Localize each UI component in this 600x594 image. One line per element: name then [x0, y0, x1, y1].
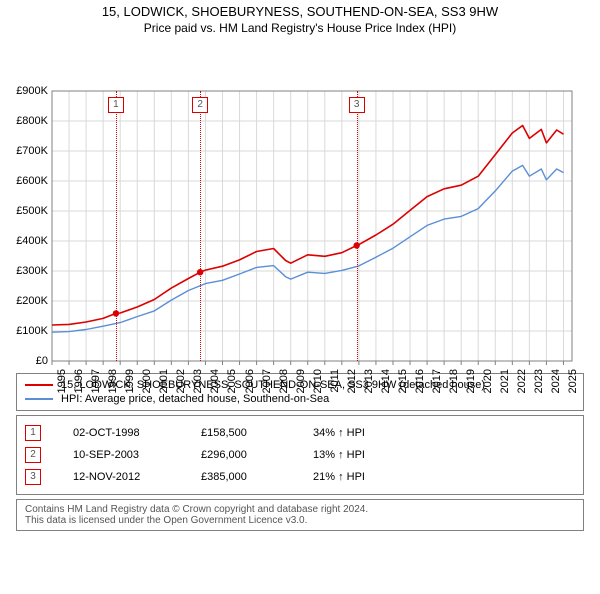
sale-marker-line: [200, 91, 201, 361]
legend-swatch: [25, 398, 53, 400]
x-axis-label: 2010: [312, 369, 324, 401]
title-subtitle: Price paid vs. HM Land Registry's House …: [0, 21, 600, 35]
y-axis-label: £300K: [4, 265, 48, 277]
chart-title-block: 15, LODWICK, SHOEBURYNESS, SOUTHEND-ON-S…: [0, 4, 600, 35]
x-axis-label: 2009: [295, 369, 307, 401]
sale-badge: 1: [25, 425, 41, 441]
sale-date: 12-NOV-2012: [73, 471, 169, 483]
y-axis-label: £100K: [4, 325, 48, 337]
sale-price: £158,500: [201, 427, 281, 439]
x-axis-label: 2008: [278, 369, 290, 401]
x-axis-label: 2001: [158, 369, 170, 401]
x-axis-label: 2024: [550, 369, 562, 401]
sale-row: 1 02-OCT-1998 £158,500 34% ↑ HPI: [25, 422, 575, 444]
legend-swatch: [25, 384, 53, 386]
x-axis-label: 2006: [244, 369, 256, 401]
x-axis-label: 2014: [380, 369, 392, 401]
x-axis-label: 2021: [499, 369, 511, 401]
sale-marker-badge: 2: [192, 97, 208, 113]
footer-line: Contains HM Land Registry data © Crown c…: [25, 504, 575, 515]
x-axis-label: 2005: [226, 369, 238, 401]
y-axis-label: £600K: [4, 175, 48, 187]
sale-delta: 13% ↑ HPI: [313, 449, 365, 461]
x-axis-label: 1998: [107, 369, 119, 401]
sale-delta: 21% ↑ HPI: [313, 471, 365, 483]
y-axis-label: £400K: [4, 235, 48, 247]
x-axis-label: 2019: [465, 369, 477, 401]
sale-price: £296,000: [201, 449, 281, 461]
sale-badge: 2: [25, 447, 41, 463]
x-axis-label: 2007: [261, 369, 273, 401]
x-axis-label: 2016: [414, 369, 426, 401]
price-chart: £0 £100K £200K £300K £400K £500K £600K £700K £80…: [0, 41, 600, 367]
x-axis-label: 2015: [397, 369, 409, 401]
sales-table: 1 02-OCT-1998 £158,500 34% ↑ HPI 2 10-SE…: [16, 415, 584, 495]
x-axis-label: 2022: [516, 369, 528, 401]
x-axis-label: 2017: [431, 369, 443, 401]
x-axis-label: 2023: [533, 369, 545, 401]
x-axis-label: 2012: [346, 369, 358, 401]
y-axis-label: £500K: [4, 205, 48, 217]
x-axis-label: 2002: [175, 369, 187, 401]
sale-date: 10-SEP-2003: [73, 449, 169, 461]
x-axis-label: 2004: [209, 369, 221, 401]
y-axis-label: £900K: [4, 85, 48, 97]
x-axis-label: 1995: [56, 369, 68, 401]
sale-row: 3 12-NOV-2012 £385,000 21% ↑ HPI: [25, 466, 575, 488]
y-axis-label: £700K: [4, 145, 48, 157]
y-axis-label: £0: [4, 355, 48, 367]
sale-badge: 3: [25, 469, 41, 485]
footer: Contains HM Land Registry data © Crown c…: [16, 499, 584, 531]
sale-price: £385,000: [201, 471, 281, 483]
y-axis-label: £800K: [4, 115, 48, 127]
x-axis-label: 2013: [363, 369, 375, 401]
sale-row: 2 10-SEP-2003 £296,000 13% ↑ HPI: [25, 444, 575, 466]
x-axis-label: 2025: [567, 369, 579, 401]
sale-marker-badge: 3: [349, 97, 365, 113]
sale-marker-badge: 1: [108, 97, 124, 113]
x-axis-label: 1996: [73, 369, 85, 401]
title-address: 15, LODWICK, SHOEBURYNESS, SOUTHEND-ON-S…: [0, 4, 600, 19]
x-axis-label: 2020: [482, 369, 494, 401]
y-axis-label: £200K: [4, 295, 48, 307]
sale-date: 02-OCT-1998: [73, 427, 169, 439]
sale-delta: 34% ↑ HPI: [313, 427, 365, 439]
sale-marker-line: [116, 91, 117, 361]
x-axis-label: 1997: [90, 369, 102, 401]
x-axis-label: 2003: [192, 369, 204, 401]
sale-marker-line: [357, 91, 358, 361]
chart-svg: [0, 41, 600, 367]
x-axis-label: 2000: [141, 369, 153, 401]
x-axis-label: 2018: [448, 369, 460, 401]
footer-line: This data is licensed under the Open Gov…: [25, 515, 575, 526]
x-axis-label: 1999: [124, 369, 136, 401]
x-axis-label: 2011: [329, 369, 341, 401]
